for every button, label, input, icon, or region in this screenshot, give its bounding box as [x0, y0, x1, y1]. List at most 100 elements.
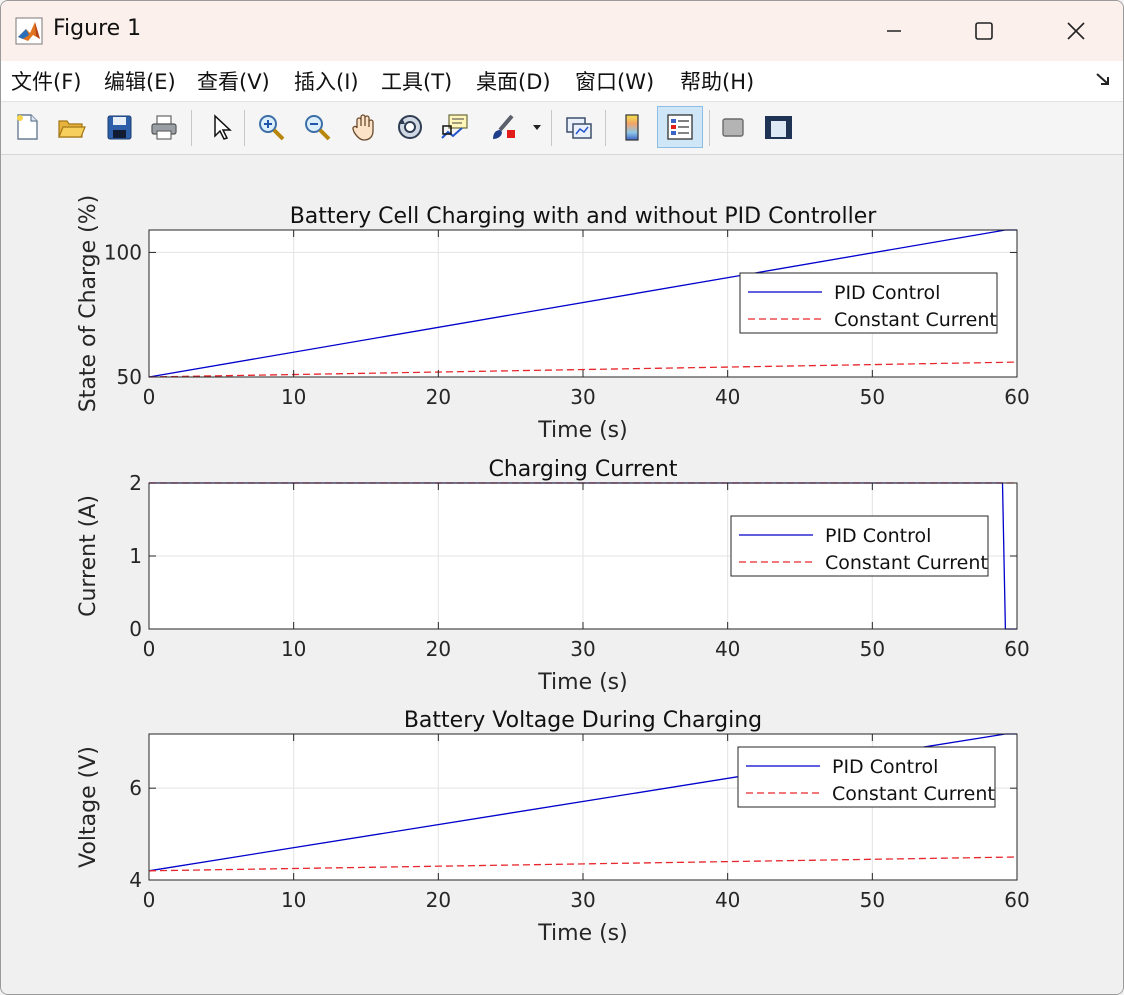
x-tick-label: 40	[715, 385, 740, 409]
dock-arrow-icon[interactable]	[1093, 69, 1113, 89]
save-button[interactable]	[101, 108, 137, 146]
brush-dropdown[interactable]	[528, 108, 546, 146]
brush-icon	[493, 114, 515, 139]
subplot-title: Battery Voltage During Charging	[404, 708, 762, 733]
link-plot-icon	[566, 117, 592, 139]
legend: PID Control Constant Current	[739, 272, 998, 334]
menu-edit[interactable]: 编辑(E)	[104, 70, 176, 94]
x-tick-label: 50	[860, 385, 885, 409]
new-figure-button[interactable]	[9, 108, 45, 146]
legend-icon	[667, 114, 693, 140]
edit-plot-button[interactable]	[203, 108, 239, 146]
y-tick-label: 2	[129, 471, 142, 495]
figure-toolbar	[1, 102, 1123, 155]
figure-canvas: 0 10 20 30 40 50 60 50 100 Battery Cell Charging …	[1, 155, 1123, 994]
colorbar-icon	[625, 114, 639, 141]
x-tick-label: 10	[281, 637, 306, 661]
toolbar-separator	[551, 110, 552, 146]
data-cursor-button[interactable]	[437, 108, 473, 146]
x-tick-label: 30	[570, 637, 595, 661]
zoom-out-icon	[305, 115, 331, 141]
hide-plot-tools-button[interactable]	[715, 108, 751, 146]
menu-desktop[interactable]: 桌面(D)	[476, 70, 551, 94]
y-tick-label: 100	[104, 240, 142, 264]
x-axis-label: Time (s)	[537, 418, 627, 443]
title-bar[interactable]: Figure 1	[1, 1, 1123, 61]
x-tick-label: 20	[426, 637, 451, 661]
x-tick-label: 50	[860, 637, 885, 661]
menu-window[interactable]: 窗口(W)	[575, 70, 655, 94]
x-tick-label: 10	[281, 385, 306, 409]
x-tick-label: 50	[860, 888, 885, 912]
x-tick-label: 20	[426, 385, 451, 409]
series-line-constant-current	[148, 856, 1018, 872]
x-tick-label: 0	[143, 385, 156, 409]
hand-pan-icon	[352, 114, 374, 141]
minimize-icon	[887, 30, 901, 32]
minimize-button[interactable]	[849, 1, 939, 61]
legend: PID Control Constant Current	[730, 515, 989, 577]
toolbar-separator	[191, 110, 192, 146]
insert-legend-button[interactable]	[657, 106, 703, 148]
legend: PID Control Constant Current	[737, 746, 996, 808]
link-plot-button[interactable]	[561, 108, 597, 146]
legend-label: PID Control	[832, 756, 938, 778]
open-file-button[interactable]	[53, 108, 89, 146]
rotate-3d-button[interactable]	[392, 108, 428, 146]
zoom-in-icon	[259, 115, 285, 141]
menu-help[interactable]: 帮助(H)	[680, 70, 755, 94]
y-axis-label: Voltage (V)	[76, 746, 101, 868]
subplot-title: Battery Cell Charging with and without P…	[290, 204, 878, 229]
brush-button[interactable]	[485, 108, 521, 146]
legend-label: PID Control	[825, 525, 931, 547]
x-tick-label: 30	[570, 385, 595, 409]
x-tick-label: 60	[1004, 888, 1029, 912]
maximize-button[interactable]	[939, 1, 1029, 61]
folder-open-icon	[58, 120, 86, 138]
menu-file[interactable]: 文件(F)	[11, 70, 82, 94]
y-axis-label: Current (A)	[76, 495, 101, 617]
window-title: Figure 1	[53, 16, 142, 41]
x-tick-label: 60	[1004, 385, 1029, 409]
save-disk-icon	[107, 115, 132, 140]
legend-box	[730, 515, 989, 577]
pan-button[interactable]	[346, 108, 382, 146]
toolbar-separator	[709, 110, 710, 146]
menu-insert[interactable]: 插入(I)	[294, 70, 359, 94]
legend-box	[737, 746, 996, 808]
x-tick-label: 10	[281, 888, 306, 912]
x-tick-label: 60	[1004, 637, 1029, 661]
x-tick-label: 0	[143, 888, 156, 912]
x-tick-label: 40	[715, 637, 740, 661]
data-tip-icon	[441, 114, 468, 139]
menu-bar: 文件(F) 编辑(E) 查看(V) 插入(I) 工具(T) 桌面(D) 窗口(W…	[1, 61, 1123, 102]
close-icon	[1067, 22, 1085, 40]
zoom-in-button[interactable]	[253, 108, 289, 146]
legend-label: Constant Current	[834, 309, 997, 331]
matlab-logo-icon	[15, 17, 43, 45]
subplot-title: Charging Current	[488, 457, 677, 482]
zoom-out-button[interactable]	[299, 108, 335, 146]
close-button[interactable]	[1031, 1, 1121, 61]
x-axis-label: Time (s)	[537, 670, 627, 695]
menu-view[interactable]: 查看(V)	[197, 70, 270, 94]
x-axis-label: Time (s)	[537, 921, 627, 946]
x-tick-label: 0	[143, 637, 156, 661]
subplot-2: 0 10 20 30 40 50 60 0 1 2 Charging Current Time (s)…	[76, 457, 1030, 695]
x-tick-label: 40	[715, 888, 740, 912]
insert-colorbar-button[interactable]	[614, 108, 650, 146]
menu-tools[interactable]: 工具(T)	[381, 70, 453, 94]
print-button[interactable]	[146, 108, 182, 146]
y-tick-label: 0	[129, 617, 142, 641]
printer-icon	[151, 115, 177, 140]
show-plot-tools-button[interactable]	[760, 108, 796, 146]
show-plot-tools-icon	[765, 116, 792, 139]
subplot-1: 0 10 20 30 40 50 60 50 100 Battery Cell Charging …	[76, 195, 1030, 443]
rotate-3d-icon	[398, 115, 422, 139]
new-file-icon	[17, 114, 38, 140]
y-tick-label: 4	[129, 868, 142, 892]
subplot-3: 0 10 20 30 40 50 60 4 6 Battery Voltage During Ch…	[76, 708, 1030, 946]
legend-label: Constant Current	[832, 783, 995, 805]
